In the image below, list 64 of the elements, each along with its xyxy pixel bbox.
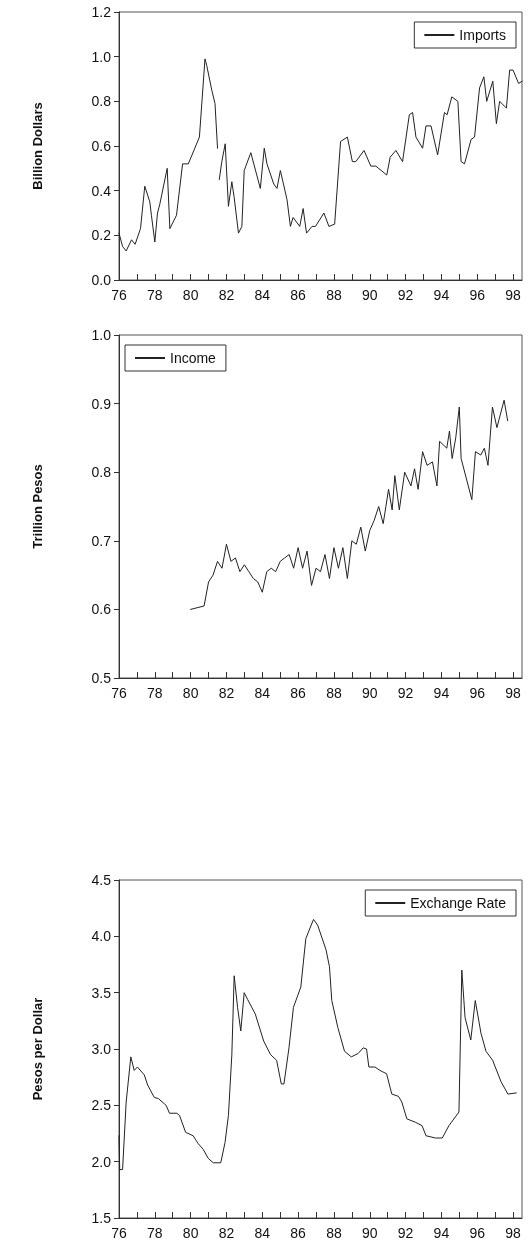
y-tick-label: 0.2 bbox=[91, 227, 112, 244]
x-tick-label: 88 bbox=[326, 287, 342, 303]
x-tick-label: 84 bbox=[254, 1225, 271, 1241]
x-tick-label: 76 bbox=[111, 1225, 127, 1241]
x-tick-label: 92 bbox=[397, 685, 414, 701]
x-tick-label: 98 bbox=[505, 287, 522, 303]
y-axis-title: Pesos per Dollar bbox=[30, 997, 45, 1101]
x-tick-label: 94 bbox=[433, 685, 450, 701]
y-tick-label: 1.0 bbox=[91, 327, 112, 343]
x-tick-label: 94 bbox=[433, 1225, 450, 1241]
x-tick-label: 98 bbox=[505, 1225, 522, 1241]
x-tick-label: 78 bbox=[147, 685, 163, 701]
x-tick-label: 86 bbox=[290, 287, 307, 303]
y-tick-label: 3.5 bbox=[91, 984, 112, 1001]
y-tick-label: 0.4 bbox=[91, 182, 112, 199]
x-tick-label: 82 bbox=[218, 1225, 235, 1241]
x-tick-label: 84 bbox=[254, 287, 271, 303]
x-tick-label: 98 bbox=[505, 685, 522, 701]
x-tick-label: 92 bbox=[397, 1225, 414, 1241]
y-tick-label: 2.5 bbox=[91, 1097, 112, 1114]
x-tick-label: 76 bbox=[111, 685, 127, 701]
x-tick-label: 94 bbox=[433, 287, 450, 303]
x-tick-label: 80 bbox=[182, 287, 199, 303]
y-tick-label: 3.0 bbox=[91, 1041, 112, 1057]
y-tick-label: 0.6 bbox=[91, 601, 112, 618]
y-tick-label: 0.0 bbox=[91, 272, 112, 288]
x-tick-label: 78 bbox=[147, 1225, 163, 1241]
x-tick-label: 76 bbox=[111, 287, 127, 303]
x-tick-label: 86 bbox=[290, 1225, 307, 1241]
legend-label: Exchange Rate bbox=[410, 895, 507, 911]
y-tick-label: 1.2 bbox=[91, 4, 112, 20]
legend-label: Income bbox=[170, 350, 217, 366]
x-tick-label: 90 bbox=[361, 1225, 378, 1241]
y-tick-label: 0.8 bbox=[91, 93, 112, 110]
x-tick-label: 90 bbox=[361, 685, 378, 701]
x-tick-label: 96 bbox=[469, 1225, 486, 1241]
x-tick-label: 84 bbox=[254, 685, 271, 701]
y-tick-label: 4.5 bbox=[91, 872, 112, 888]
legend-label: Imports bbox=[459, 27, 507, 43]
x-tick-label: 80 bbox=[182, 1225, 199, 1241]
x-tick-label: 96 bbox=[469, 685, 486, 701]
x-tick-label: 92 bbox=[397, 287, 414, 303]
y-tick-label: 0.6 bbox=[91, 138, 112, 154]
y-tick-label: 0.9 bbox=[91, 395, 112, 412]
y-tick-label: 2.0 bbox=[91, 1153, 112, 1170]
x-tick-label: 90 bbox=[361, 287, 378, 303]
x-tick-label: 78 bbox=[147, 287, 163, 303]
x-tick-label: 82 bbox=[218, 685, 235, 701]
y-tick-label: 0.7 bbox=[91, 532, 112, 549]
y-tick-label: 1.5 bbox=[91, 1210, 112, 1226]
x-tick-label: 86 bbox=[290, 685, 307, 701]
x-tick-label: 96 bbox=[469, 287, 486, 303]
line-series bbox=[118, 918, 517, 1171]
y-axis-title: Billion Dollars bbox=[30, 102, 45, 190]
y-axis-title: Trillion Pesos bbox=[30, 464, 45, 549]
x-tick-label: 82 bbox=[218, 287, 235, 303]
x-tick-label: 80 bbox=[182, 685, 199, 701]
line-series bbox=[190, 399, 509, 610]
y-tick-label: 1.0 bbox=[91, 48, 112, 65]
y-tick-label: 0.8 bbox=[91, 464, 112, 481]
x-tick-label: 88 bbox=[326, 1225, 342, 1241]
y-tick-label: 4.0 bbox=[91, 928, 112, 945]
x-tick-label: 88 bbox=[326, 685, 342, 701]
y-tick-label: 0.5 bbox=[91, 670, 112, 686]
